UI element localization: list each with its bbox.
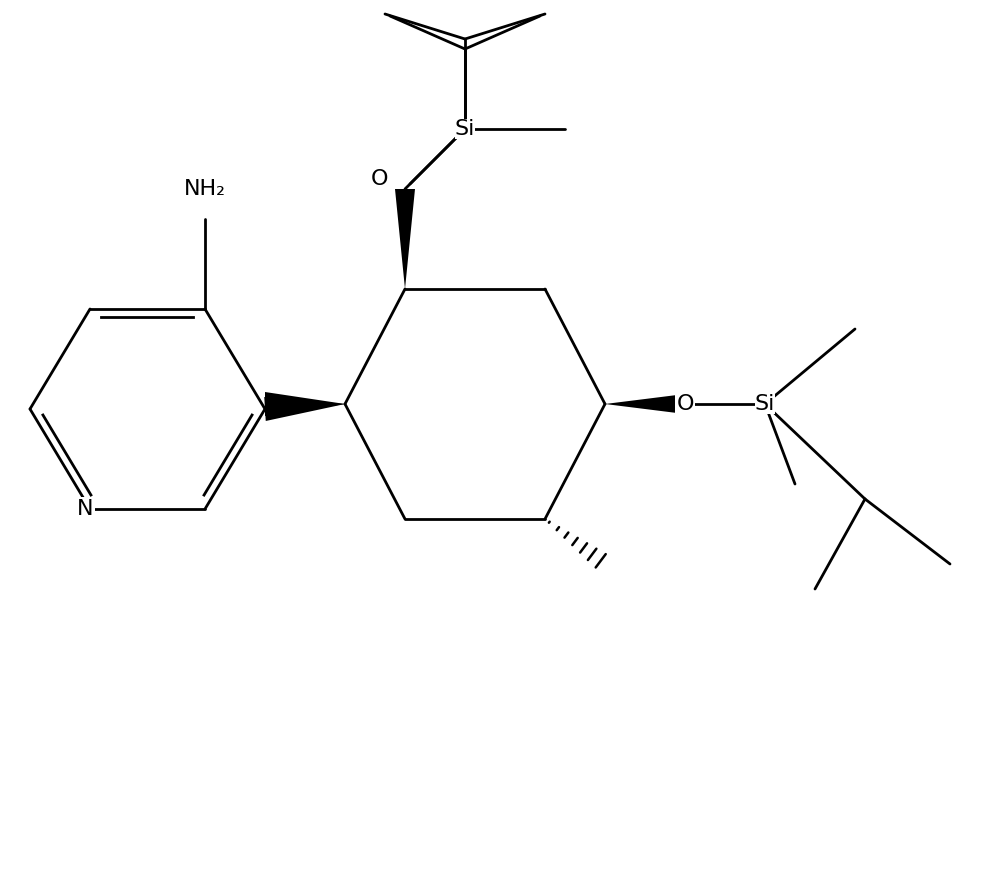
- Text: N: N: [77, 499, 94, 519]
- Text: O: O: [677, 394, 694, 414]
- Polygon shape: [395, 189, 415, 289]
- Polygon shape: [265, 392, 345, 416]
- Text: Si: Si: [755, 394, 775, 414]
- Text: Si: Si: [455, 119, 475, 139]
- Polygon shape: [264, 397, 345, 421]
- Text: NH₂: NH₂: [184, 179, 226, 199]
- Text: O: O: [372, 169, 389, 189]
- Polygon shape: [605, 394, 685, 414]
